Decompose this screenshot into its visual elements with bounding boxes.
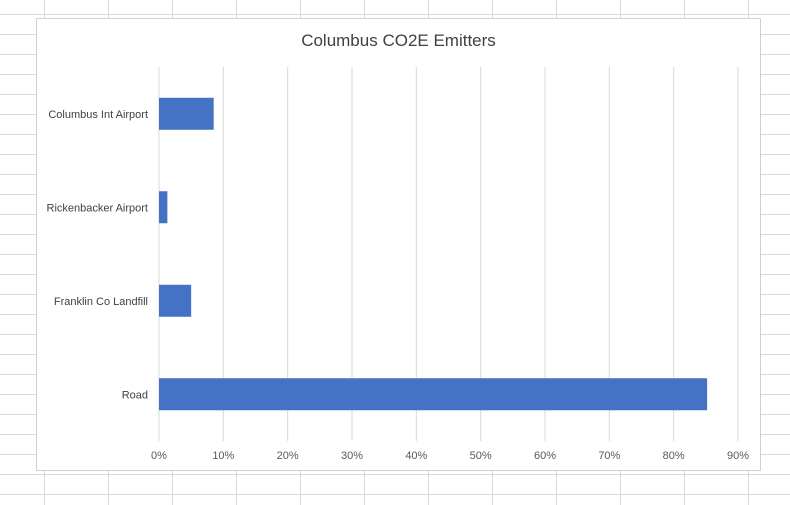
bar bbox=[159, 191, 168, 224]
x-tick-label: 10% bbox=[212, 450, 234, 462]
category-label: Rickenbacker Airport bbox=[47, 202, 149, 214]
category-labels: Columbus Int Airport Rickenbacker Airport… bbox=[47, 109, 149, 402]
x-tick-label: 20% bbox=[277, 450, 299, 462]
x-tick-label: 40% bbox=[405, 450, 427, 462]
bar bbox=[159, 284, 192, 317]
category-label: Franklin Co Landfill bbox=[54, 296, 148, 308]
x-tick-label: 50% bbox=[470, 450, 492, 462]
x-tick-label: 0% bbox=[151, 450, 167, 462]
category-label: Road bbox=[122, 389, 148, 401]
x-tick-label: 30% bbox=[341, 450, 363, 462]
chart-area: Columbus CO2E Emitters Columbus Int Airp… bbox=[36, 18, 761, 471]
x-tick-label: 90% bbox=[727, 450, 749, 462]
category-label: Columbus Int Airport bbox=[48, 109, 148, 121]
bars bbox=[159, 97, 708, 411]
x-tick-label: 60% bbox=[534, 450, 556, 462]
x-tick-label: 80% bbox=[663, 450, 685, 462]
bar-chart: Columbus Int Airport Rickenbacker Airport… bbox=[47, 67, 749, 462]
x-tick-label: 70% bbox=[598, 450, 620, 462]
chart-title: Columbus CO2E Emitters bbox=[301, 31, 496, 50]
bar bbox=[159, 97, 214, 130]
x-axis-tick-labels: 0% 10% 20% 30% 40% 50% 60% 70% 80% 90% bbox=[151, 450, 749, 462]
bar bbox=[159, 378, 708, 411]
